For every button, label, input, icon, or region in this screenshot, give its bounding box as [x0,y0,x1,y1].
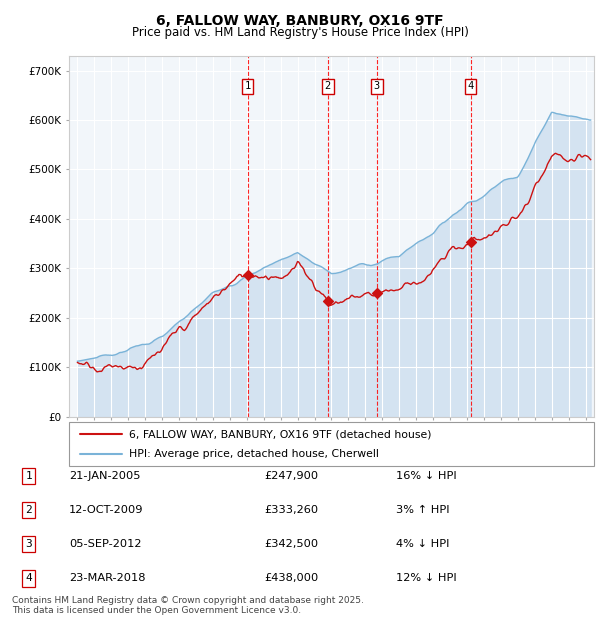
Text: 3: 3 [25,539,32,549]
Text: 21-JAN-2005: 21-JAN-2005 [69,471,140,481]
Text: 6, FALLOW WAY, BANBURY, OX16 9TF: 6, FALLOW WAY, BANBURY, OX16 9TF [156,14,444,28]
Text: 05-SEP-2012: 05-SEP-2012 [69,539,142,549]
Text: 12% ↓ HPI: 12% ↓ HPI [396,574,457,583]
Text: 4% ↓ HPI: 4% ↓ HPI [396,539,449,549]
Text: 2: 2 [25,505,32,515]
Text: Contains HM Land Registry data © Crown copyright and database right 2025.
This d: Contains HM Land Registry data © Crown c… [12,596,364,615]
Text: 12-OCT-2009: 12-OCT-2009 [69,505,143,515]
Text: £333,260: £333,260 [264,505,318,515]
Text: 3: 3 [374,81,380,91]
Text: £247,900: £247,900 [264,471,318,481]
Text: 3% ↑ HPI: 3% ↑ HPI [396,505,449,515]
Point [466,237,476,247]
Text: 6, FALLOW WAY, BANBURY, OX16 9TF (detached house): 6, FALLOW WAY, BANBURY, OX16 9TF (detach… [130,429,432,439]
Text: £342,500: £342,500 [264,539,318,549]
Text: 1: 1 [25,471,32,481]
Point [372,288,382,298]
Text: 1: 1 [245,81,251,91]
Text: 4: 4 [25,574,32,583]
Text: 23-MAR-2018: 23-MAR-2018 [69,574,146,583]
Point [243,270,253,280]
Text: Price paid vs. HM Land Registry's House Price Index (HPI): Price paid vs. HM Land Registry's House … [131,26,469,39]
Point [323,296,332,306]
Text: 2: 2 [325,81,331,91]
Text: £438,000: £438,000 [264,574,318,583]
Text: 4: 4 [467,81,474,91]
Text: HPI: Average price, detached house, Cherwell: HPI: Average price, detached house, Cher… [130,449,379,459]
Text: 16% ↓ HPI: 16% ↓ HPI [396,471,457,481]
